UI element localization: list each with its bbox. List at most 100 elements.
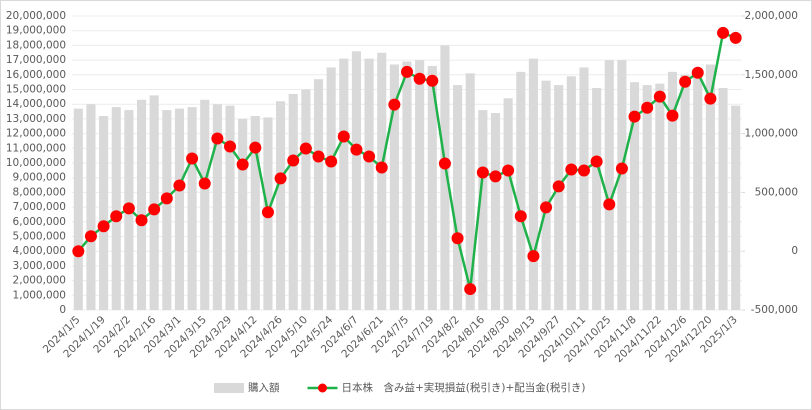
line-marker bbox=[679, 75, 692, 88]
y-tick-label: 4,000,000 bbox=[13, 245, 66, 257]
line-marker bbox=[72, 245, 85, 258]
bar bbox=[592, 88, 602, 310]
bar bbox=[465, 73, 475, 310]
bar bbox=[351, 51, 361, 310]
line-marker bbox=[224, 140, 237, 153]
line-marker bbox=[653, 90, 666, 103]
line-marker bbox=[489, 170, 502, 183]
line-marker bbox=[249, 141, 262, 154]
bar bbox=[149, 95, 159, 310]
line-marker bbox=[312, 150, 325, 163]
bar bbox=[162, 110, 172, 310]
line-marker bbox=[691, 66, 704, 79]
line-marker bbox=[717, 26, 730, 39]
bar bbox=[99, 115, 109, 311]
line-marker bbox=[603, 198, 616, 211]
bar bbox=[402, 61, 412, 310]
bar bbox=[250, 115, 260, 311]
bar bbox=[718, 88, 728, 310]
line-marker bbox=[274, 172, 287, 185]
bar bbox=[174, 108, 185, 310]
bar bbox=[478, 110, 488, 310]
bar bbox=[276, 101, 286, 310]
bar bbox=[364, 58, 374, 310]
line-marker bbox=[565, 163, 578, 176]
y2-tick-label: 0 bbox=[791, 245, 798, 257]
bar bbox=[427, 65, 437, 310]
bar bbox=[111, 107, 121, 310]
line-marker bbox=[527, 250, 540, 263]
y-tick-label: 13,000,000 bbox=[6, 113, 66, 125]
y-tick-label: 1,000,000 bbox=[13, 289, 66, 301]
bar bbox=[288, 93, 298, 310]
y2-tick-label: 1,000,000 bbox=[745, 128, 798, 140]
y-tick-label: 0 bbox=[59, 304, 66, 316]
bar bbox=[339, 58, 349, 310]
line-marker bbox=[502, 164, 515, 177]
line-marker bbox=[451, 232, 464, 245]
line-marker bbox=[337, 130, 350, 143]
bar bbox=[579, 67, 589, 310]
y-tick-label: 6,000,000 bbox=[13, 216, 66, 228]
line-marker bbox=[363, 150, 376, 163]
line-marker bbox=[211, 132, 224, 145]
bar bbox=[453, 85, 463, 310]
bar bbox=[604, 60, 614, 310]
line-marker bbox=[173, 179, 186, 192]
y-tick-label: 10,000,000 bbox=[6, 157, 66, 169]
line-marker bbox=[438, 157, 451, 170]
bar bbox=[655, 83, 665, 311]
line-marker bbox=[464, 283, 477, 296]
legend-swatch bbox=[214, 383, 244, 393]
bar bbox=[617, 60, 627, 310]
bar bbox=[490, 113, 501, 311]
line-marker bbox=[729, 31, 742, 44]
y-tick-label: 16,000,000 bbox=[6, 69, 66, 81]
line-marker bbox=[577, 164, 590, 177]
line-marker bbox=[148, 203, 161, 216]
line-marker bbox=[97, 220, 110, 233]
bar bbox=[680, 74, 690, 310]
line-marker bbox=[122, 202, 135, 215]
line-marker bbox=[666, 109, 679, 122]
bar bbox=[705, 64, 715, 310]
line-marker bbox=[514, 210, 527, 223]
line-marker bbox=[350, 143, 363, 156]
bar bbox=[225, 105, 235, 310]
y2-tick-label: 1,500,000 bbox=[745, 69, 798, 81]
y-tick-label: 8,000,000 bbox=[13, 186, 66, 198]
bar bbox=[389, 64, 399, 310]
legend-swatch bbox=[318, 383, 327, 393]
y-tick-label: 2,000,000 bbox=[13, 275, 66, 287]
line-marker bbox=[261, 206, 274, 219]
line-marker bbox=[401, 65, 413, 78]
line-marker bbox=[590, 155, 603, 168]
line-marker bbox=[615, 162, 628, 175]
bar bbox=[693, 70, 703, 310]
line-marker bbox=[704, 92, 717, 105]
line-marker bbox=[325, 155, 338, 168]
y-tick-label: 18,000,000 bbox=[6, 39, 66, 51]
y-tick-label: 17,000,000 bbox=[6, 54, 66, 66]
line-marker bbox=[299, 142, 312, 155]
y-tick-label: 19,000,000 bbox=[6, 25, 66, 37]
bar bbox=[731, 105, 741, 310]
bar bbox=[566, 76, 576, 311]
y-tick-label: 11,000,000 bbox=[6, 142, 66, 154]
bar bbox=[554, 85, 564, 310]
bar bbox=[238, 118, 248, 311]
line-marker bbox=[375, 161, 388, 174]
bar bbox=[541, 80, 551, 311]
y2-tick-label: 2,000,000 bbox=[745, 10, 798, 22]
line-marker bbox=[476, 166, 489, 179]
line-marker bbox=[426, 74, 439, 87]
bar bbox=[136, 99, 147, 310]
y-tick-label: 15,000,000 bbox=[6, 84, 66, 96]
line-marker bbox=[413, 72, 426, 85]
y-tick-label: 20,000,000 bbox=[6, 10, 66, 22]
line-marker bbox=[160, 192, 173, 205]
line-marker bbox=[287, 154, 300, 167]
bar bbox=[642, 85, 652, 310]
bar bbox=[187, 107, 197, 310]
